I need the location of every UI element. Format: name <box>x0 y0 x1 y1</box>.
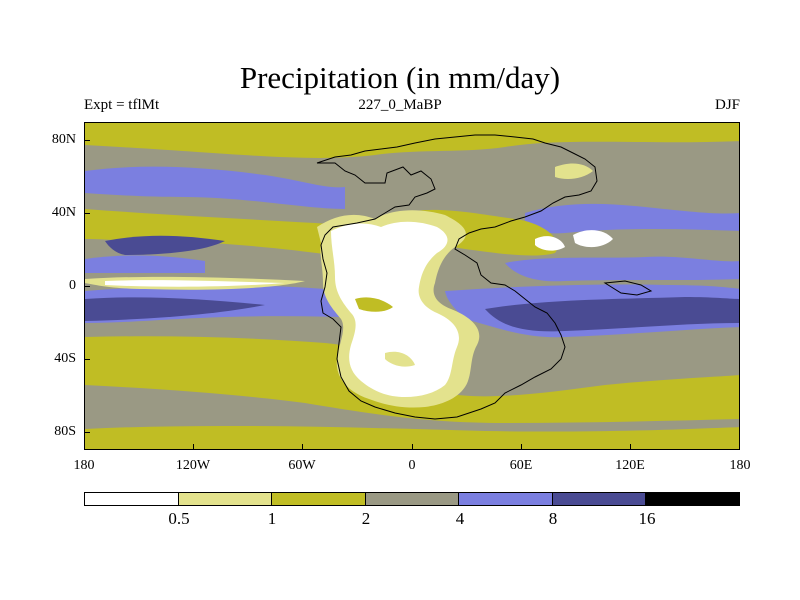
y-tick-mark <box>84 286 90 287</box>
colorbar-label: 4 <box>455 509 465 528</box>
x-tick-120e: 120E <box>615 458 645 473</box>
colorbar-label: 8 <box>548 509 558 528</box>
equatorial-very-wet-west <box>85 297 265 321</box>
north-eurasia-wet <box>525 203 739 234</box>
y-tick-mark <box>84 140 90 141</box>
north-asia-dry <box>555 163 593 179</box>
colorbar-label: 16 <box>638 509 656 528</box>
y-tick-40s: 40S <box>54 351 76 366</box>
south-polar-band <box>85 425 739 449</box>
precipitation-map <box>84 122 740 450</box>
pangaea-coastline <box>316 134 598 420</box>
x-tick-60e: 60E <box>509 458 533 473</box>
y-tick-80n: 80N <box>51 132 76 147</box>
y-tick-80s: 80S <box>54 424 76 439</box>
x-tick-mark <box>302 444 303 450</box>
colorbar-segment <box>85 493 179 505</box>
x-tick-mark <box>521 444 522 450</box>
east-asia-very-dry-2 <box>573 230 613 248</box>
time-label: 227_0_MaBP <box>358 97 442 113</box>
colorbar-label: 0.5 <box>168 509 190 528</box>
colorbar-segment <box>178 493 273 505</box>
colorbar-segment <box>552 493 647 505</box>
x-tick-180w: 180 <box>73 458 95 473</box>
colorbar-label: 1 <box>267 509 277 528</box>
equatorial-very-dry-streak <box>105 280 285 287</box>
y-tick-0: 0 <box>69 278 76 293</box>
x-tick-120w: 120W <box>175 458 211 473</box>
pangaea-very-dry <box>331 221 459 397</box>
x-tick-0: 0 <box>408 458 416 473</box>
east-asia-very-dry-1 <box>535 236 565 251</box>
inland-patch-2 <box>385 351 415 367</box>
map-canvas <box>85 123 739 449</box>
north-pacific-wet <box>85 166 345 209</box>
y-tick-mark <box>84 213 90 214</box>
experiment-label: Expt = tflMt <box>84 97 160 113</box>
y-tick-mark <box>84 432 90 433</box>
pacific-wet-north <box>85 255 205 273</box>
north-mid-band <box>85 209 385 263</box>
colorbar-segment <box>459 493 553 505</box>
x-tick-mark <box>412 444 413 450</box>
y-tick-40n: 40N <box>51 205 76 220</box>
colorbar-segment <box>646 493 740 505</box>
season-label: DJF <box>714 97 740 113</box>
y-tick-mark <box>84 359 90 360</box>
island-coastline <box>603 280 653 296</box>
pacific-very-wet-north <box>105 235 225 255</box>
inland-patch-1 <box>355 297 393 312</box>
equatorial-very-wet-east <box>485 297 739 332</box>
colorbar-label: 2 <box>361 509 371 528</box>
x-tick-mark <box>630 444 631 450</box>
colorbar <box>84 492 740 506</box>
x-tick-60w: 60W <box>288 458 316 473</box>
plot-title: Precipitation (in mm/day) <box>239 60 561 95</box>
asia-wet-band <box>505 256 739 282</box>
colorbar-segment <box>272 493 366 505</box>
colorbar-segment <box>365 493 460 505</box>
north-polar-band <box>85 123 739 158</box>
x-tick-mark <box>193 444 194 450</box>
x-tick-180e: 180 <box>729 458 751 473</box>
